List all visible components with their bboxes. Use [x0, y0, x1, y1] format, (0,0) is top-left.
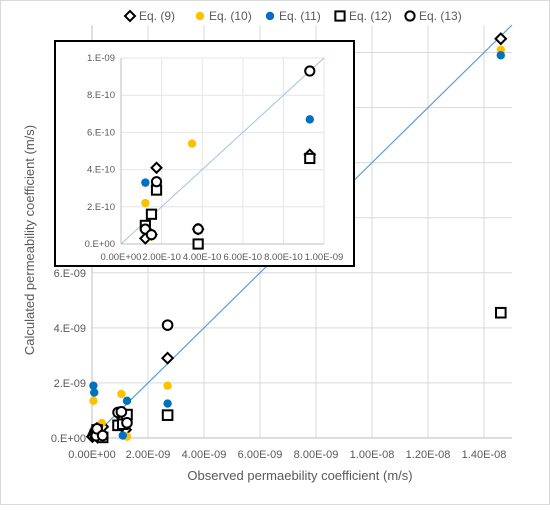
data-point: [96, 429, 109, 442]
inset-data-point: [141, 178, 150, 187]
x-tick-label: 8.00E-09: [294, 449, 339, 461]
inset-data-point: [145, 208, 158, 220]
inset-y-tick-label: 1.E-09: [87, 53, 115, 64]
legend-label: Eq. (13): [419, 9, 462, 23]
inset-data-point: [150, 161, 163, 175]
data-point: [163, 381, 172, 390]
inset-data-point: [304, 152, 316, 165]
data-point: [161, 409, 174, 421]
inset-y-tick-label: 8.E-10: [87, 90, 115, 101]
legend-label: Eq. (10): [209, 9, 252, 23]
inset-plot: 0.00E+00 2.00E-10 4.00E-10 6.00E-10 8.00E-10…: [54, 40, 355, 267]
data-point: [496, 51, 505, 60]
data-point: [161, 319, 174, 331]
inset-y-tick-label: 6.E-10: [87, 127, 115, 138]
inset-y-tick-label: 2.E-10: [87, 202, 115, 213]
data-point: [90, 388, 99, 397]
legend: Eq. (9) Eq. (10) Eq. (11) Eq. (12) Eq. (13): [123, 9, 462, 23]
legend-marker: [404, 10, 416, 22]
x-tick-label: 2.00E-09: [126, 449, 171, 461]
inset-data-point: [192, 223, 204, 235]
inset-y-tick-label: 4.E-10: [87, 165, 115, 176]
inset-x-tick-label: 2.00E-10: [142, 252, 181, 263]
y-axis-label: Calculated permeability coefficient (m/s…: [22, 125, 37, 355]
inset-data-point: [305, 115, 314, 124]
x-axis-label: Observed permaebility coefficient (m/s): [187, 468, 412, 483]
legend-marker: [265, 11, 275, 21]
y-tick-label: 2.E-09: [54, 378, 86, 390]
inset-x-tick-label: 8.00E-10: [264, 252, 303, 263]
y-tick-label: 4.E-09: [54, 323, 86, 335]
data-point: [160, 351, 175, 365]
x-tick-label: 1.40E-08: [462, 449, 507, 461]
inset-data-point: [150, 176, 163, 188]
legend-marker: [195, 11, 205, 21]
inset-data-point: [145, 229, 158, 241]
inset-x-tick-label: 0.00E+00: [101, 252, 142, 263]
legend-label: Eq. (12): [349, 9, 392, 23]
legend-label: Eq. (11): [279, 9, 321, 23]
data-point: [494, 32, 508, 46]
data-point: [89, 381, 98, 390]
data-point: [122, 396, 132, 406]
data-point: [121, 417, 133, 429]
main-plot: 0.00E+00 2.00E-09 4.00E-09 6.00E-09 8.00E-09…: [51, 24, 513, 461]
legend-label: Eq. (9): [139, 9, 175, 23]
data-point: [89, 396, 98, 406]
x-tick-label: 4.00E-09: [182, 449, 227, 461]
x-tick-label: 1.00E-08: [350, 449, 395, 461]
y-tick-label: 6.E-09: [54, 268, 86, 280]
data-point: [118, 431, 128, 440]
data-point: [495, 306, 507, 319]
inset-data-point: [304, 65, 316, 77]
inset-x-tick-label: 1.00E-09: [305, 252, 344, 263]
inset-data-point: [192, 238, 204, 250]
data-point: [117, 389, 126, 399]
data-point: [163, 399, 172, 408]
inset-x-tick-label: 4.00E-10: [183, 252, 222, 263]
legend-marker: [123, 9, 137, 23]
x-tick-label: 1.20E-08: [406, 449, 451, 461]
data-point: [115, 406, 128, 418]
inset-data-point: [141, 198, 150, 208]
inset-data-point: [187, 139, 197, 148]
inset-y-tick-label: 0.E+00: [85, 239, 115, 250]
x-tick-label: 6.00E-09: [238, 449, 283, 461]
y-tick-label: 0.E+00: [51, 433, 86, 445]
inset-frame: [54, 40, 355, 267]
inset-x-tick-label: 6.00E-10: [224, 252, 263, 263]
legend-marker: [334, 10, 346, 22]
x-tick-label: 0.00E+00: [68, 449, 115, 461]
